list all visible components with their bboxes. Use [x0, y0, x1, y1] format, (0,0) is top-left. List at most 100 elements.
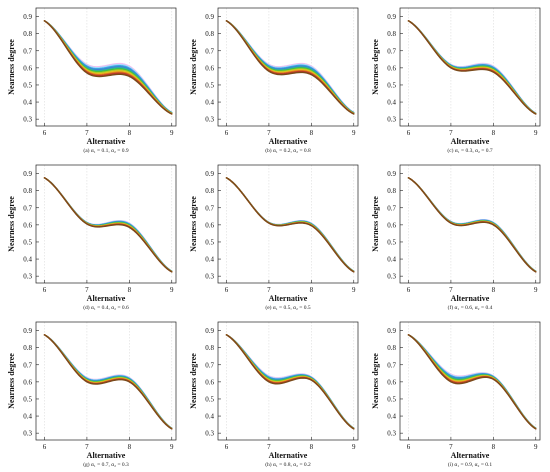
panel-e: 0.3 0.4 0.5 0.6 0.7 0.8 0.9 6 7 8 9 Alternative Near… — [189, 164, 359, 311]
x-tick-label: 8 — [492, 129, 496, 137]
y-tick-label: 0.5 — [23, 238, 32, 246]
y-tick-label: 0.5 — [387, 395, 396, 403]
y-tick-label: 0.7 — [205, 361, 214, 369]
y-tick-label: 0.7 — [23, 204, 32, 212]
series-line — [43, 20, 173, 114]
y-axis-label: Nearness degree — [7, 353, 16, 409]
y-tick-label: 0.9 — [23, 13, 32, 21]
x-tick-label: 6 — [225, 129, 229, 137]
x-tick-label: 7 — [267, 443, 271, 451]
y-tick-label: 0.4 — [205, 256, 214, 264]
x-tick-label: 6 — [43, 286, 47, 294]
y-tick-label: 0.9 — [205, 327, 214, 335]
y-tick-label: 0.7 — [205, 47, 214, 55]
series-line — [43, 177, 173, 273]
series-line — [225, 334, 355, 430]
panel-caption: (g) α₁ = 0.7, α₂ = 0.3 — [83, 461, 129, 468]
y-axis-label: Nearness degree — [189, 196, 198, 252]
y-axis-label: Nearness degree — [371, 39, 380, 95]
y-tick-label: 0.8 — [23, 344, 32, 352]
series-line — [407, 334, 537, 430]
y-tick-label: 0.4 — [23, 413, 32, 421]
series-line — [407, 177, 537, 273]
y-axis-label: Nearness degree — [371, 353, 380, 409]
x-axis-label: Alternative — [451, 294, 490, 303]
series-line — [407, 177, 537, 273]
y-tick-label: 0.6 — [387, 64, 396, 72]
y-tick-label: 0.6 — [205, 64, 214, 72]
x-tick-label: 6 — [407, 129, 411, 137]
x-tick-label: 7 — [449, 129, 453, 137]
x-axis-label: Alternative — [451, 451, 490, 460]
series-line — [225, 177, 355, 273]
y-tick-label: 0.3 — [205, 430, 214, 438]
x-tick-label: 6 — [407, 286, 411, 294]
panel-caption: (a) α₁ = 0.1, α₂ = 0.9 — [83, 147, 129, 154]
x-axis-label: Alternative — [87, 451, 126, 460]
series-line — [407, 334, 537, 429]
y-axis-label: Nearness degree — [371, 196, 380, 252]
plot-frame — [217, 7, 359, 127]
y-tick-label: 0.7 — [387, 204, 396, 212]
panel-caption: (e) α₁ = 0.5, α₂ = 0.5 — [265, 304, 311, 311]
plot-frame — [35, 7, 177, 127]
y-tick-label: 0.3 — [205, 116, 214, 124]
x-axis-label: Alternative — [87, 294, 126, 303]
x-tick-label: 7 — [267, 286, 271, 294]
x-tick-label: 8 — [128, 129, 132, 137]
series-line — [407, 20, 537, 115]
x-tick-label: 9 — [170, 286, 174, 294]
y-tick-label: 0.9 — [205, 170, 214, 178]
panel-c: 0.3 0.4 0.5 0.6 0.7 0.8 0.9 6 7 8 9 Alternative Near… — [371, 7, 541, 154]
y-tick-label: 0.5 — [205, 81, 214, 89]
y-tick-label: 0.4 — [387, 256, 396, 264]
y-tick-label: 0.5 — [205, 238, 214, 246]
y-tick-label: 0.4 — [387, 99, 396, 107]
y-tick-label: 0.8 — [205, 30, 214, 38]
x-tick-label: 8 — [128, 443, 132, 451]
x-tick-label: 9 — [352, 286, 356, 294]
x-tick-label: 8 — [492, 286, 496, 294]
series-line — [225, 20, 355, 115]
y-axis-label: Nearness degree — [7, 196, 16, 252]
x-tick-label: 9 — [170, 129, 174, 137]
y-tick-label: 0.3 — [205, 273, 214, 281]
series-line — [407, 334, 537, 430]
series-line — [225, 334, 355, 430]
plot-frame — [35, 321, 177, 441]
series-line — [407, 334, 537, 430]
x-tick-label: 7 — [449, 443, 453, 451]
x-tick-label: 8 — [128, 286, 132, 294]
y-tick-label: 0.3 — [23, 116, 32, 124]
panel-a: 0.3 0.4 0.5 0.6 0.7 0.8 0.9 6 7 8 9 Alternative Near… — [7, 7, 177, 154]
x-axis-label: Alternative — [451, 137, 490, 146]
x-tick-label: 7 — [449, 286, 453, 294]
y-tick-label: 0.3 — [387, 430, 396, 438]
series-line — [43, 177, 173, 273]
y-tick-label: 0.5 — [205, 395, 214, 403]
x-tick-label: 6 — [43, 129, 47, 137]
series-line — [407, 177, 537, 273]
panel-h: 0.3 0.4 0.5 0.6 0.7 0.8 0.9 6 7 8 9 Alternative Near… — [189, 321, 359, 468]
x-tick-label: 8 — [492, 443, 496, 451]
y-tick-label: 0.6 — [387, 378, 396, 386]
panel-caption: (f) α₁ = 0.6, α₂ = 0.4 — [448, 304, 493, 311]
plot-frame — [399, 321, 541, 441]
y-tick-label: 0.9 — [387, 13, 396, 21]
panel-caption: (c) α₁ = 0.3, α₂ = 0.7 — [447, 147, 493, 154]
y-tick-label: 0.8 — [23, 30, 32, 38]
series-line — [407, 334, 537, 429]
x-axis-label: Alternative — [269, 294, 308, 303]
x-tick-label: 6 — [43, 443, 47, 451]
y-tick-label: 0.3 — [387, 273, 396, 281]
y-tick-label: 0.9 — [387, 327, 396, 335]
panel-caption: (i) α₁ = 0.9, α₂ = 0.1 — [448, 461, 493, 468]
y-tick-label: 0.4 — [23, 99, 32, 107]
panel-caption: (d) α₁ = 0.4, α₂ = 0.6 — [83, 304, 129, 311]
x-tick-label: 7 — [267, 129, 271, 137]
panel-i: 0.3 0.4 0.5 0.6 0.7 0.8 0.9 6 7 8 9 Alternative Near… — [371, 321, 541, 468]
y-tick-label: 0.9 — [387, 170, 396, 178]
y-tick-label: 0.4 — [205, 413, 214, 421]
x-tick-label: 8 — [310, 286, 314, 294]
x-tick-label: 9 — [352, 129, 356, 137]
